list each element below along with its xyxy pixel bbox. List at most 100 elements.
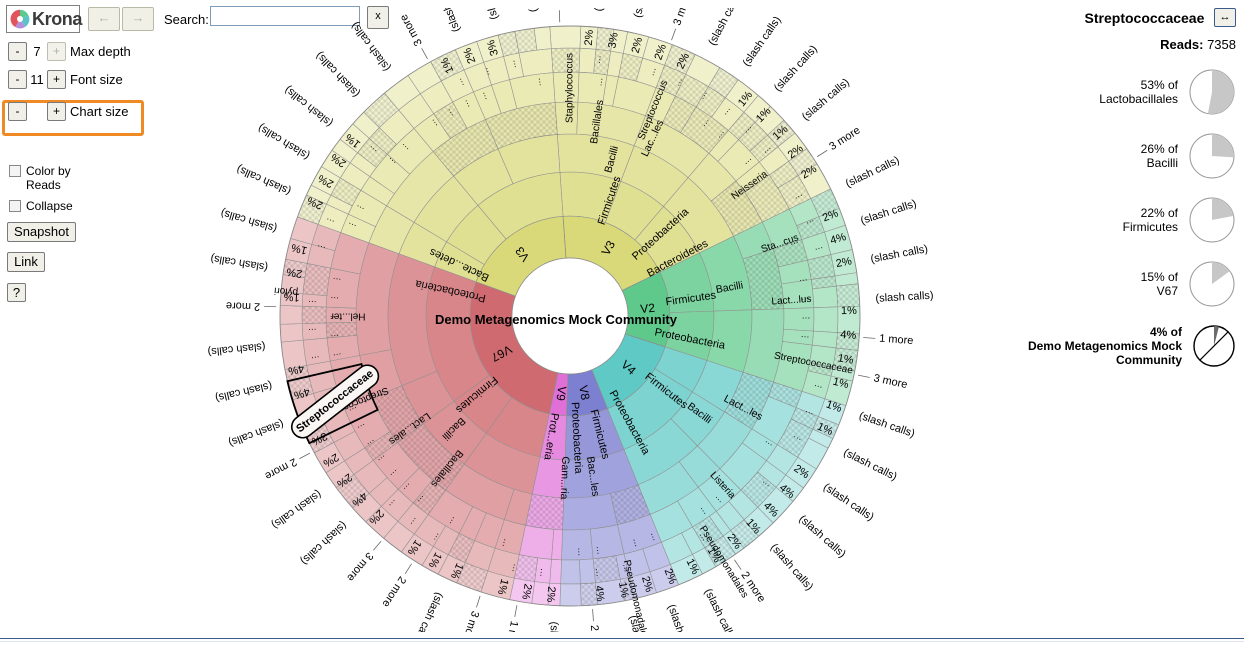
font-size-label: Font size [70, 71, 123, 87]
collapse-checkbox[interactable] [9, 200, 21, 212]
sector-label: … [356, 422, 369, 435]
slash-calls-label: (slash calls) [821, 481, 876, 523]
back-button[interactable]: ← [88, 7, 120, 31]
font-size-decrease-button[interactable]: - [8, 69, 27, 89]
sector-label: V8 [576, 384, 592, 401]
sector-label: 4% [829, 231, 848, 247]
more-label: 2 more [226, 299, 261, 312]
sector-taxon[interactable] [533, 26, 552, 51]
sector-hatch [738, 122, 768, 152]
sector-label: Staphylococcus [565, 53, 576, 123]
reads-value: 7358 [1207, 37, 1236, 52]
more-label: 3 more [459, 609, 481, 632]
sector-taxon[interactable] [813, 306, 839, 333]
sector-taxon[interactable] [577, 71, 608, 105]
max-depth-increase-button[interactable]: + [47, 41, 66, 61]
sector-hatch [456, 562, 488, 592]
color-by-reads-label: Color by Reads [26, 164, 71, 192]
sector-label: … [649, 530, 662, 542]
magnitude-percent: 26% of [1140, 142, 1178, 156]
slash-calls-label: (slash calls) [706, 8, 744, 48]
sector-label: … [330, 333, 340, 344]
snapshot-button[interactable]: Snapshot [7, 222, 76, 242]
forward-button[interactable]: → [122, 7, 154, 31]
sector-label: Bac...les [584, 456, 601, 498]
sector-label: … [479, 66, 491, 78]
sector-taxon[interactable] [279, 305, 303, 325]
sector-hatch [675, 74, 709, 108]
sector-hatch [282, 259, 308, 278]
sector-taxon[interactable] [549, 25, 582, 49]
color-by-reads-control[interactable]: Color by Reads [9, 164, 71, 192]
magnitude-row: 53% of Lactobacillales [976, 68, 1236, 116]
sector-hatch [357, 138, 388, 168]
sector-label: … [308, 327, 318, 338]
sector-taxon[interactable] [559, 583, 582, 607]
sector-hatch [326, 322, 357, 338]
sector-label: … [500, 538, 512, 549]
sector-hatch [485, 102, 558, 149]
more-label: 3 more [344, 550, 375, 584]
sector-taxon[interactable] [518, 48, 554, 77]
sector-label: 2% [519, 583, 533, 601]
sector-label: 2% [461, 46, 478, 65]
sector-label: … [329, 314, 338, 324]
sector-label: 2% [639, 575, 655, 594]
chart-centre-hole [511, 257, 629, 375]
expand-icon[interactable]: ↔ [1214, 8, 1236, 27]
sector-hatch [833, 347, 858, 372]
sector-label: … [330, 295, 340, 306]
chart-size-increase-button[interactable]: + [47, 101, 66, 121]
krona-sunburst-chart[interactable]: V3 V2 V4 V8 V9 V67 V3 Firmicutes Proteobacteria B… [196, 8, 1036, 632]
magnitude-pie-icon [1189, 133, 1235, 179]
sector-hatch [372, 385, 424, 443]
sector-taxon[interactable] [279, 323, 304, 343]
sector-label: … [331, 276, 341, 287]
collapse-control[interactable]: Collapse [9, 199, 73, 213]
max-depth-decrease-button[interactable]: - [8, 41, 27, 61]
sunburst-sectors[interactable] [279, 25, 861, 607]
label-leader-line [816, 149, 828, 158]
search-input[interactable] [210, 6, 360, 26]
sector-label: … [646, 65, 658, 77]
slash-calls-label: (slash calls) [314, 49, 363, 99]
sector-hatch [662, 95, 697, 133]
help-button[interactable]: ? [7, 283, 26, 302]
krona-pie-icon [10, 9, 30, 29]
sunburst-leader-lines [264, 10, 876, 622]
font-size-increase-button[interactable]: + [47, 69, 66, 89]
search-clear-button[interactable]: x [367, 6, 389, 29]
collapse-label: Collapse [26, 199, 73, 213]
slash-calls-label: (slash calls) [796, 513, 848, 560]
label-leader-line [299, 452, 311, 460]
sector-label: … [447, 515, 460, 528]
more-label: 1 more [879, 333, 914, 347]
sector-hatch [664, 44, 696, 75]
label-leader-line [476, 595, 481, 608]
sector-label: … [459, 98, 472, 110]
chart-size-decrease-button[interactable]: - [8, 101, 27, 121]
link-button[interactable]: Link [7, 252, 45, 272]
sector-label: 1% [448, 561, 466, 581]
sunburst-svg[interactable]: V3V2V4V8V9V67V3FirmicutesProteobacteriaB… [196, 8, 1036, 632]
sector-label: 1% [824, 398, 843, 415]
magnitude-pie-icon [1189, 69, 1235, 115]
sector-label: … [788, 235, 800, 247]
sector-taxon[interactable] [579, 558, 596, 585]
sector-taxon[interactable] [560, 559, 581, 585]
sector-hatch [749, 135, 778, 163]
slash-calls-label: (slash calls) [741, 14, 784, 68]
slash-calls-label: (slash calls) [207, 340, 266, 358]
color-by-reads-checkbox[interactable] [9, 165, 21, 177]
sector-label: … [698, 530, 711, 543]
sector-label: … [803, 213, 815, 226]
sector-taxon[interactable] [812, 285, 839, 308]
sector-label: pylori [274, 284, 299, 297]
sector-label: … [532, 77, 543, 87]
sector-label: … [538, 568, 549, 578]
sector-hatch [618, 53, 643, 82]
slash-calls-label: (slash calls) [282, 83, 335, 129]
sector-hatch [742, 249, 784, 310]
krona-logo[interactable]: Krona [6, 5, 82, 33]
sector-label: … [802, 310, 811, 320]
